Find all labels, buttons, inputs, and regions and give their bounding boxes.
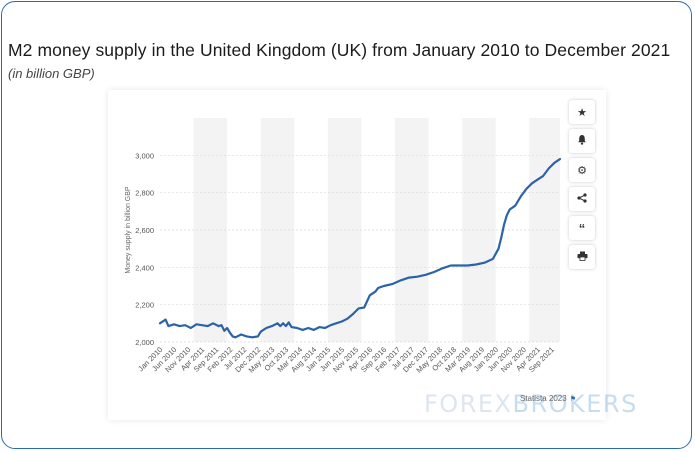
favorite-button[interactable]: ★ xyxy=(569,100,595,124)
bell-icon xyxy=(577,134,587,148)
gear-icon: ⚙ xyxy=(577,164,587,177)
forexbrokers-watermark: FOREXBROKERS xyxy=(424,390,638,418)
statista-credit[interactable]: Statista 2023 ⚑ xyxy=(520,394,576,403)
credit-text: Statista 2023 xyxy=(520,394,567,403)
print-button[interactable] xyxy=(569,245,595,269)
y-tick-label: 2,600 xyxy=(135,226,154,235)
y-tick-label: 2,800 xyxy=(135,189,154,198)
year-band xyxy=(462,118,496,342)
y-tick-label: 2,400 xyxy=(135,263,154,272)
page-title: M2 money supply in the United Kingdom (U… xyxy=(8,40,671,60)
y-tick-label: 2,000 xyxy=(135,338,154,347)
series-line xyxy=(158,157,562,339)
page-subtitle: (in billion GBP) xyxy=(8,66,95,81)
y-tick-label: 2,200 xyxy=(135,301,154,310)
chart-toolbar: ★ ⚙ “ xyxy=(569,100,597,274)
share-button[interactable] xyxy=(569,187,595,211)
year-band xyxy=(193,118,228,342)
y-tick-label: 3,000 xyxy=(135,151,154,160)
settings-button[interactable]: ⚙ xyxy=(569,158,595,182)
y-axis-title: Money supply in billion GBP xyxy=(125,186,132,273)
star-icon: ★ xyxy=(577,106,587,119)
chart: 2,000 2,200 2,400 2,600 2,800 3,000 Money supp… xyxy=(125,118,562,375)
notification-button[interactable] xyxy=(569,129,595,153)
print-icon xyxy=(577,251,588,264)
share-icon xyxy=(577,192,587,206)
cite-button[interactable]: “ xyxy=(569,216,595,240)
flag-icon: ⚑ xyxy=(569,396,576,403)
quote-icon: “ xyxy=(578,220,586,236)
